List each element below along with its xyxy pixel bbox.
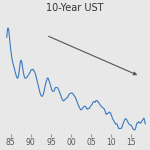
Title: 10-Year UST: 10-Year UST [46, 3, 104, 13]
